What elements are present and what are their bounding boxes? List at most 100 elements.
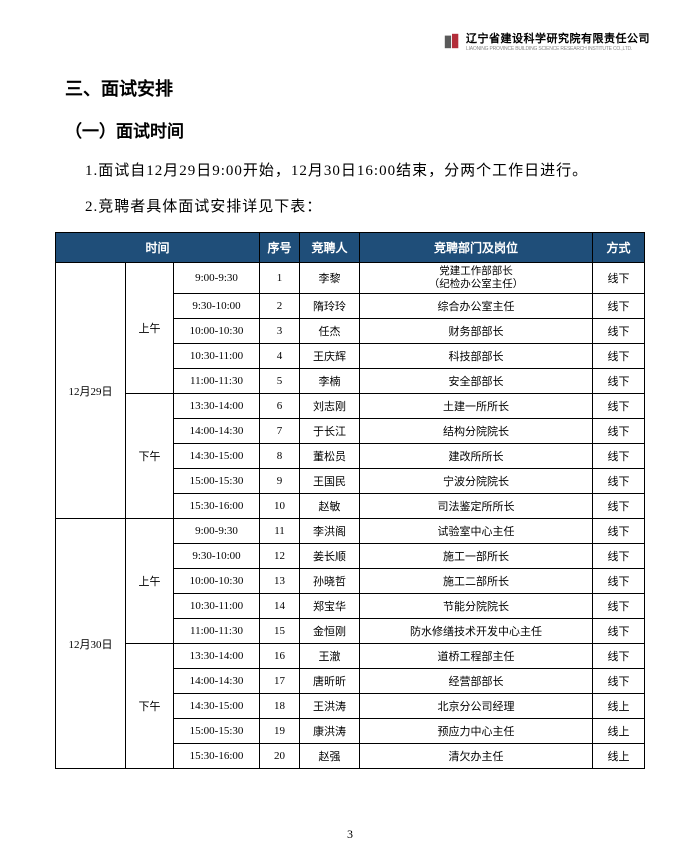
cell-seq: 20: [260, 744, 300, 769]
cell-method: 线下: [593, 519, 645, 544]
cell-name: 郑宝华: [300, 594, 360, 619]
header-seq: 序号: [260, 233, 300, 263]
cell-dept: 安全部部长: [360, 369, 593, 394]
cell-name: 王洪涛: [300, 694, 360, 719]
cell-name: 李洪阁: [300, 519, 360, 544]
cell-slot: 15:00-15:30: [174, 719, 260, 744]
cell-dept: 节能分院院长: [360, 594, 593, 619]
schedule-table: 时间 序号 竞聘人 竞聘部门及岗位 方式 12月29日上午9:00-9:301李…: [55, 232, 645, 769]
cell-dept: 防水修缮技术开发中心主任: [360, 619, 593, 644]
cell-method: 线下: [593, 644, 645, 669]
cell-method: 线下: [593, 669, 645, 694]
cell-name: 隋玲玲: [300, 294, 360, 319]
table-header-row: 时间 序号 竞聘人 竞聘部门及岗位 方式: [56, 233, 645, 263]
cell-seq: 18: [260, 694, 300, 719]
cell-name: 唐昕昕: [300, 669, 360, 694]
cell-name: 孙晓哲: [300, 569, 360, 594]
cell-method: 线下: [593, 544, 645, 569]
cell-method: 线下: [593, 469, 645, 494]
cell-dept: 综合办公室主任: [360, 294, 593, 319]
cell-dept: 施工二部所长: [360, 569, 593, 594]
company-logo: 辽宁省建设科学研究院有限责任公司 LIAONING PROVINCE BUILD…: [443, 30, 650, 52]
cell-date: 12月30日: [56, 519, 126, 769]
cell-method: 线下: [593, 444, 645, 469]
cell-name: 李楠: [300, 369, 360, 394]
section-heading: 三、面试安排: [65, 75, 645, 101]
company-name: 辽宁省建设科学研究院有限责任公司: [466, 30, 650, 46]
cell-name: 王澈: [300, 644, 360, 669]
cell-seq: 3: [260, 319, 300, 344]
logo-icon: [443, 32, 461, 50]
cell-slot: 14:30-15:00: [174, 444, 260, 469]
cell-method: 线下: [593, 619, 645, 644]
cell-name: 刘志刚: [300, 394, 360, 419]
cell-slot: 9:30-10:00: [174, 294, 260, 319]
cell-slot: 11:00-11:30: [174, 619, 260, 644]
header-time: 时间: [56, 233, 260, 263]
cell-method: 线下: [593, 319, 645, 344]
cell-method: 线下: [593, 394, 645, 419]
cell-slot: 15:30-16:00: [174, 494, 260, 519]
cell-seq: 17: [260, 669, 300, 694]
cell-seq: 4: [260, 344, 300, 369]
cell-name: 赵强: [300, 744, 360, 769]
cell-slot: 10:00-10:30: [174, 569, 260, 594]
cell-method: 线下: [593, 419, 645, 444]
cell-ampm: 下午: [126, 644, 174, 769]
cell-dept: 科技部部长: [360, 344, 593, 369]
cell-name: 王庆辉: [300, 344, 360, 369]
cell-dept: 财务部部长: [360, 319, 593, 344]
cell-seq: 6: [260, 394, 300, 419]
cell-name: 董松员: [300, 444, 360, 469]
cell-seq: 5: [260, 369, 300, 394]
company-name-en: LIAONING PROVINCE BUILDING SCIENCE RESEA…: [466, 46, 650, 52]
cell-name: 于长江: [300, 419, 360, 444]
header-dept: 竞聘部门及岗位: [360, 233, 593, 263]
cell-dept: 试验室中心主任: [360, 519, 593, 544]
cell-slot: 9:00-9:30: [174, 519, 260, 544]
cell-seq: 1: [260, 263, 300, 294]
cell-seq: 13: [260, 569, 300, 594]
cell-dept: 北京分公司经理: [360, 694, 593, 719]
cell-dept: 经营部部长: [360, 669, 593, 694]
table-row: 下午13:30-14:006刘志刚土建一所所长线下: [56, 394, 645, 419]
cell-dept: 预应力中心主任: [360, 719, 593, 744]
cell-dept: 清欠办主任: [360, 744, 593, 769]
cell-slot: 10:30-11:00: [174, 344, 260, 369]
table-row: 12月30日上午9:00-9:3011李洪阁试验室中心主任线下: [56, 519, 645, 544]
cell-method: 线下: [593, 344, 645, 369]
cell-seq: 9: [260, 469, 300, 494]
table-row: 下午13:30-14:0016王澈道桥工程部主任线下: [56, 644, 645, 669]
cell-seq: 11: [260, 519, 300, 544]
cell-ampm: 下午: [126, 394, 174, 519]
cell-dept: 结构分院院长: [360, 419, 593, 444]
cell-slot: 9:00-9:30: [174, 263, 260, 294]
cell-method: 线下: [593, 369, 645, 394]
header-method: 方式: [593, 233, 645, 263]
cell-method: 线下: [593, 294, 645, 319]
cell-method: 线下: [593, 569, 645, 594]
cell-dept: 宁波分院院长: [360, 469, 593, 494]
cell-method: 线下: [593, 263, 645, 294]
cell-slot: 11:00-11:30: [174, 369, 260, 394]
cell-name: 王国民: [300, 469, 360, 494]
cell-seq: 10: [260, 494, 300, 519]
cell-slot: 14:30-15:00: [174, 694, 260, 719]
cell-slot: 9:30-10:00: [174, 544, 260, 569]
cell-slot: 10:30-11:00: [174, 594, 260, 619]
cell-seq: 19: [260, 719, 300, 744]
cell-dept: 司法鉴定所所长: [360, 494, 593, 519]
cell-slot: 13:30-14:00: [174, 394, 260, 419]
cell-name: 任杰: [300, 319, 360, 344]
cell-ampm: 上午: [126, 263, 174, 394]
cell-method: 线上: [593, 694, 645, 719]
cell-slot: 14:00-14:30: [174, 669, 260, 694]
document-content: 三、面试安排 （一）面试时间 1.面试自12月29日9:00开始，12月30日1…: [55, 75, 645, 769]
cell-seq: 12: [260, 544, 300, 569]
table-row: 12月29日上午9:00-9:301李黎党建工作部部长（纪检办公室主任）线下: [56, 263, 645, 294]
cell-name: 姜长顺: [300, 544, 360, 569]
cell-dept: 建改所所长: [360, 444, 593, 469]
cell-seq: 14: [260, 594, 300, 619]
cell-slot: 14:00-14:30: [174, 419, 260, 444]
cell-seq: 16: [260, 644, 300, 669]
